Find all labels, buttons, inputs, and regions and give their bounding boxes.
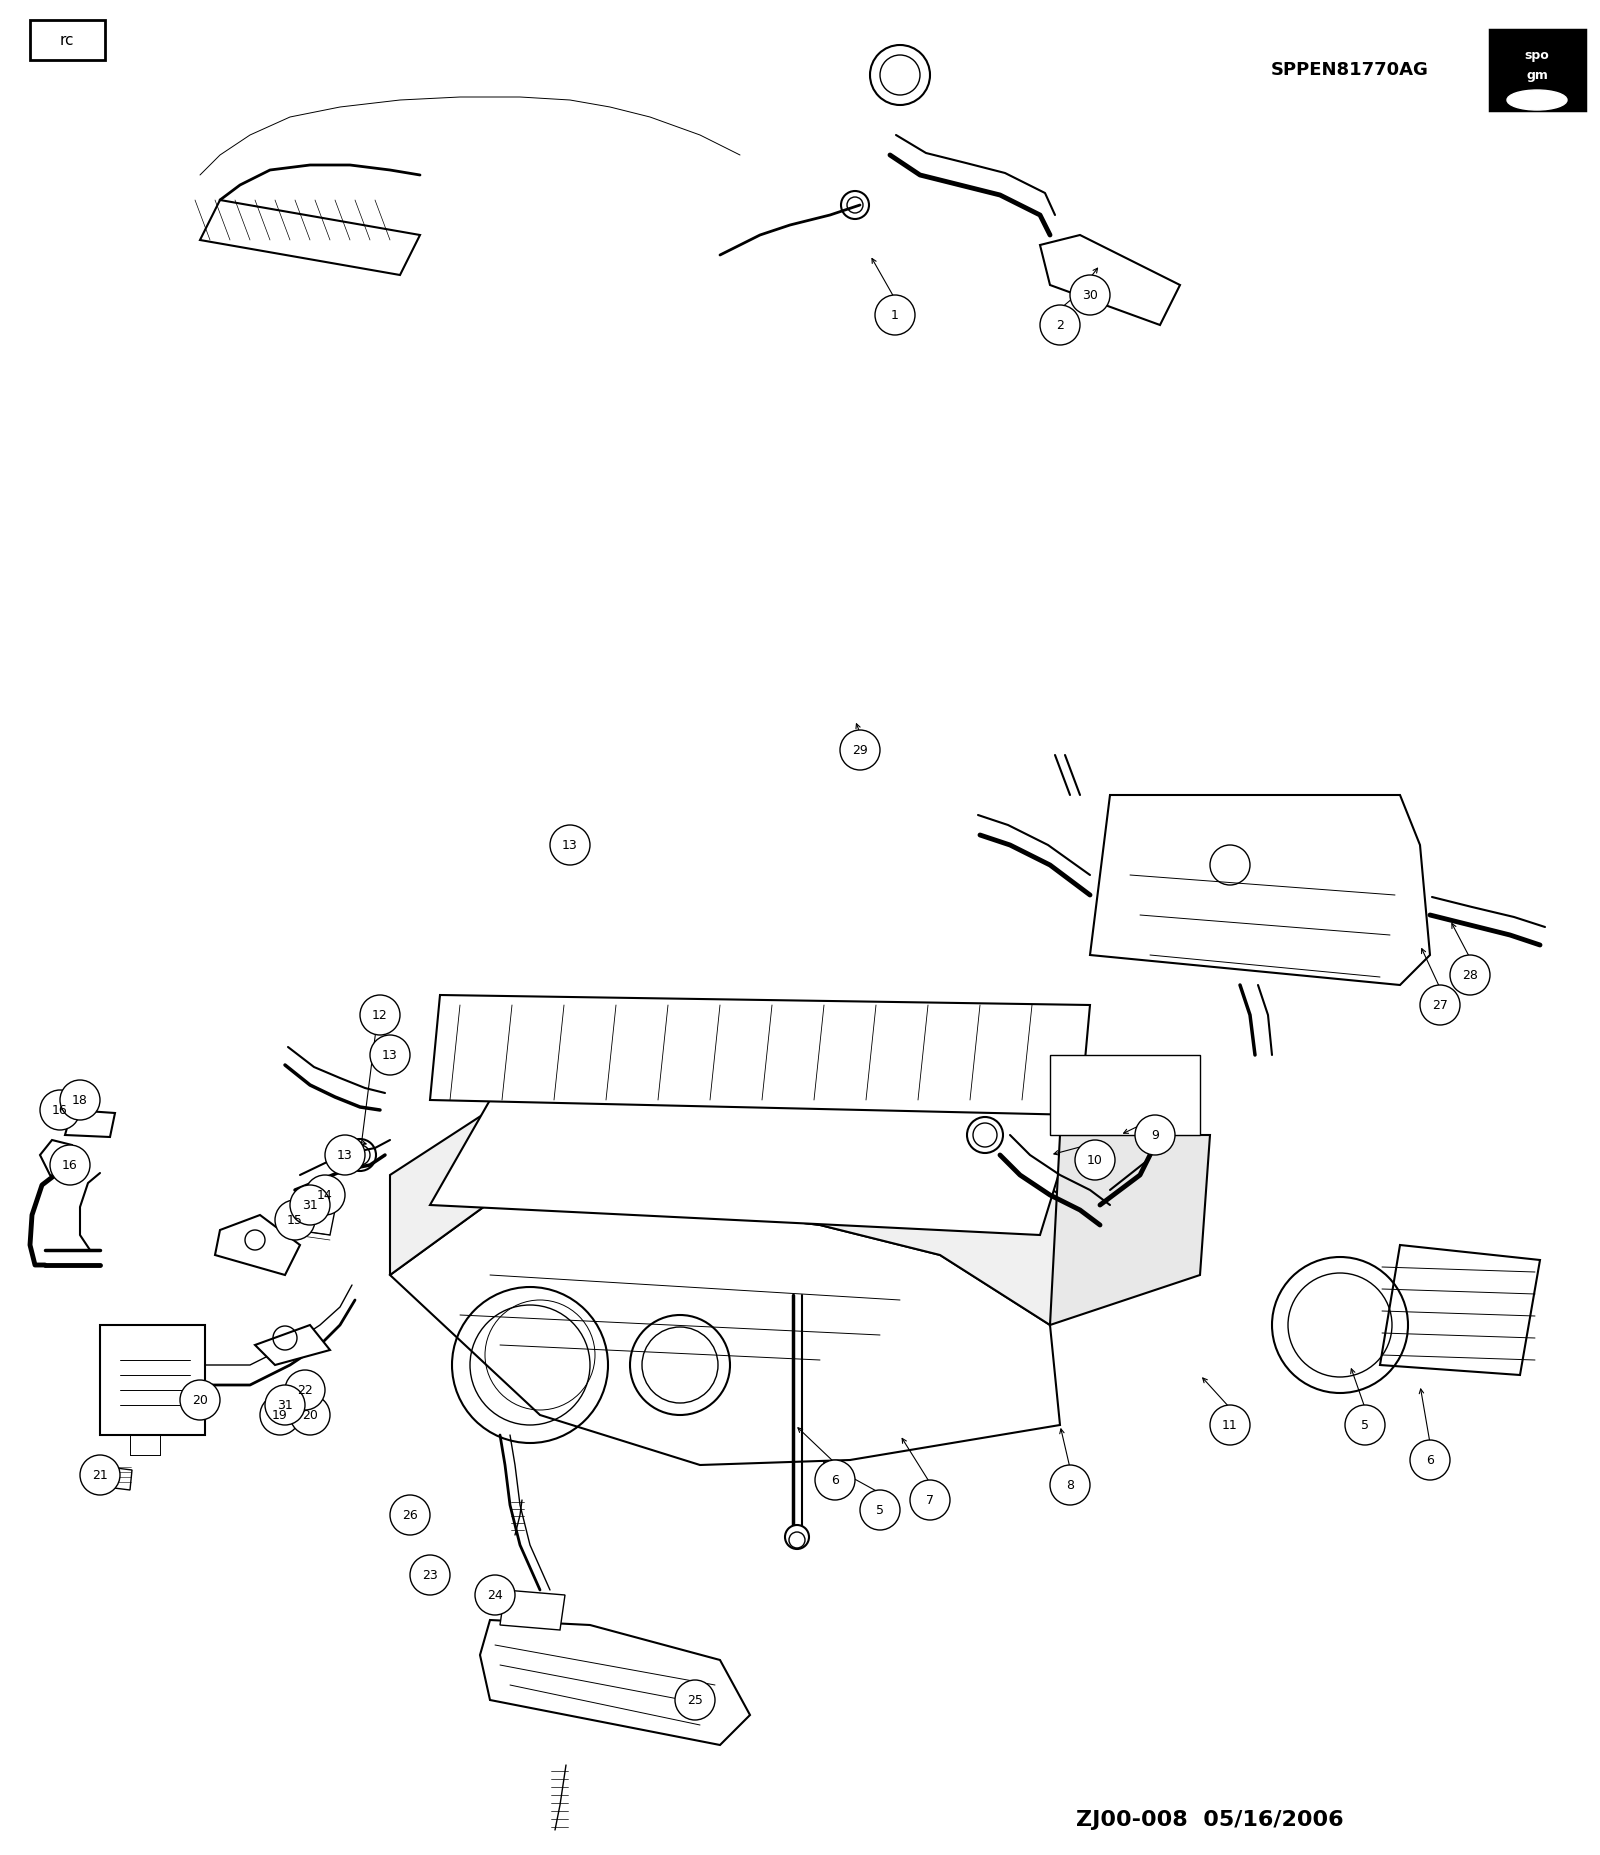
Circle shape [1421, 985, 1459, 1026]
Circle shape [1070, 275, 1110, 315]
Polygon shape [294, 1206, 334, 1235]
Text: 6: 6 [1426, 1454, 1434, 1467]
Circle shape [550, 825, 590, 864]
Text: 13: 13 [562, 838, 578, 851]
Text: 16: 16 [53, 1104, 67, 1117]
Polygon shape [200, 200, 421, 275]
Circle shape [475, 1575, 515, 1616]
Polygon shape [1379, 1245, 1539, 1375]
Polygon shape [66, 1109, 115, 1137]
Text: ZJ00-008  05/16/2006: ZJ00-008 05/16/2006 [1077, 1810, 1344, 1831]
Polygon shape [430, 1100, 1080, 1235]
Circle shape [875, 295, 915, 336]
Text: 21: 21 [93, 1469, 107, 1482]
Polygon shape [214, 1215, 301, 1274]
Text: 18: 18 [72, 1093, 88, 1106]
Text: 19: 19 [272, 1408, 288, 1421]
Text: 13: 13 [338, 1148, 354, 1161]
Polygon shape [1040, 236, 1181, 325]
Circle shape [266, 1386, 306, 1425]
Circle shape [306, 1174, 346, 1215]
Circle shape [360, 994, 400, 1035]
Circle shape [1134, 1115, 1174, 1156]
Circle shape [285, 1371, 325, 1410]
Circle shape [861, 1490, 899, 1530]
Text: 25: 25 [686, 1694, 702, 1707]
Text: 24: 24 [486, 1588, 502, 1601]
FancyBboxPatch shape [30, 20, 106, 59]
Text: 12: 12 [373, 1009, 387, 1022]
Circle shape [1040, 304, 1080, 345]
Circle shape [1410, 1439, 1450, 1480]
Polygon shape [1050, 1135, 1210, 1324]
Polygon shape [40, 1141, 80, 1180]
Circle shape [275, 1200, 315, 1239]
Circle shape [840, 731, 880, 770]
Polygon shape [101, 1324, 205, 1436]
Text: 23: 23 [422, 1569, 438, 1582]
Polygon shape [90, 1465, 133, 1490]
Text: 26: 26 [402, 1508, 418, 1521]
Circle shape [61, 1080, 101, 1120]
Text: 10: 10 [1086, 1154, 1102, 1167]
Circle shape [80, 1454, 120, 1495]
Text: 28: 28 [1462, 968, 1478, 981]
Circle shape [910, 1480, 950, 1519]
Circle shape [181, 1380, 221, 1419]
Text: 31: 31 [302, 1198, 318, 1211]
FancyBboxPatch shape [1490, 30, 1586, 109]
Text: 7: 7 [926, 1493, 934, 1506]
Polygon shape [1090, 796, 1430, 985]
Circle shape [290, 1395, 330, 1436]
Text: 5: 5 [1362, 1419, 1370, 1432]
Circle shape [1346, 1404, 1386, 1445]
Circle shape [786, 1525, 810, 1549]
Text: spo: spo [1525, 48, 1549, 61]
Text: 30: 30 [1082, 289, 1098, 302]
Text: gm: gm [1526, 69, 1547, 82]
Circle shape [261, 1395, 301, 1436]
Text: 5: 5 [877, 1504, 883, 1517]
Circle shape [1450, 955, 1490, 994]
Text: 27: 27 [1432, 998, 1448, 1011]
Text: 22: 22 [298, 1384, 314, 1397]
Text: SPPEN81770AG: SPPEN81770AG [1270, 61, 1429, 80]
Text: 15: 15 [286, 1213, 302, 1226]
Circle shape [40, 1091, 80, 1130]
Text: 9: 9 [1150, 1128, 1158, 1141]
Circle shape [1210, 1404, 1250, 1445]
Polygon shape [1050, 1055, 1200, 1135]
Text: 31: 31 [277, 1399, 293, 1412]
Circle shape [1050, 1465, 1090, 1504]
Ellipse shape [1507, 91, 1566, 109]
Text: 2: 2 [1056, 319, 1064, 332]
Polygon shape [390, 1106, 1080, 1324]
Text: 14: 14 [317, 1189, 333, 1202]
Circle shape [410, 1554, 450, 1595]
Circle shape [50, 1145, 90, 1185]
Text: 16: 16 [62, 1159, 78, 1172]
Circle shape [290, 1185, 330, 1224]
Text: 11: 11 [1222, 1419, 1238, 1432]
Text: 6: 6 [830, 1473, 838, 1486]
Polygon shape [430, 994, 1090, 1115]
Text: 20: 20 [192, 1393, 208, 1406]
Circle shape [390, 1495, 430, 1534]
Circle shape [370, 1035, 410, 1076]
Text: 1: 1 [891, 308, 899, 321]
Circle shape [1075, 1141, 1115, 1180]
Circle shape [814, 1460, 854, 1501]
Text: rc: rc [59, 33, 74, 48]
Polygon shape [390, 1195, 1059, 1465]
Circle shape [675, 1681, 715, 1720]
Polygon shape [480, 1619, 750, 1746]
Text: 8: 8 [1066, 1478, 1074, 1491]
Circle shape [325, 1135, 365, 1174]
Polygon shape [254, 1324, 330, 1365]
Text: 13: 13 [382, 1048, 398, 1061]
Polygon shape [501, 1590, 565, 1631]
Text: 29: 29 [853, 744, 867, 757]
Text: 20: 20 [302, 1408, 318, 1421]
